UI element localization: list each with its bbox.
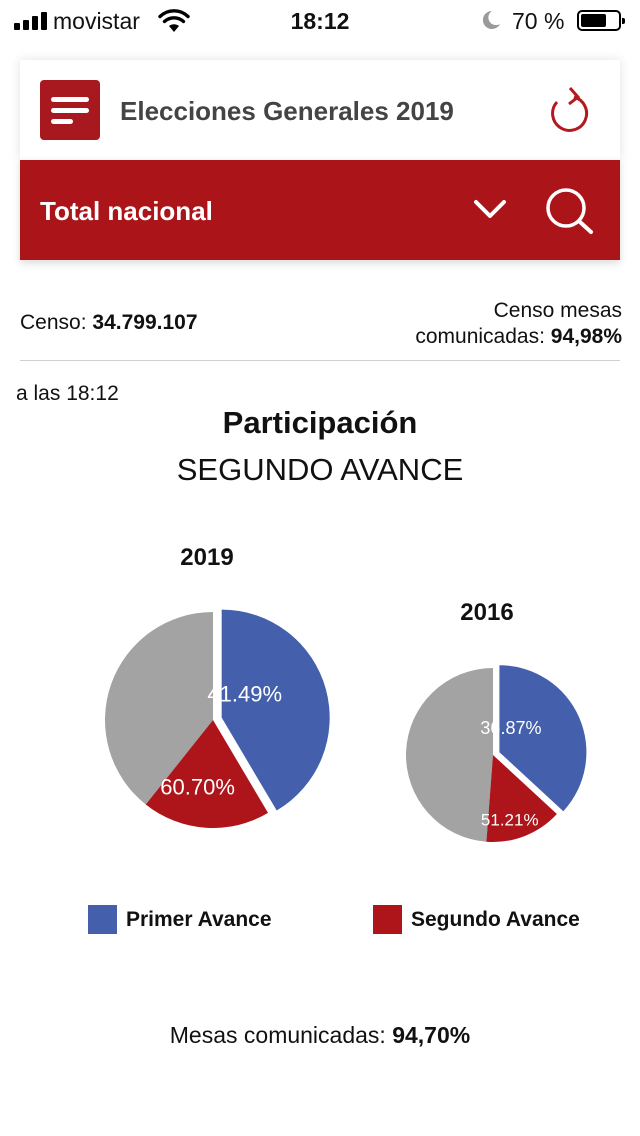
slice-remaining-2016	[406, 668, 493, 842]
page-title: Elecciones Generales 2019	[120, 96, 454, 126]
data-label-segundo-2019: 60.70%	[160, 775, 235, 800]
region-selector[interactable]: Total nacional	[20, 160, 620, 260]
menu-icon[interactable]	[40, 80, 100, 140]
legend-label-primer: Primer Avance	[126, 908, 272, 931]
region-label: Total nacional	[40, 196, 213, 226]
battery-percent: 70 %	[512, 8, 565, 34]
slice-primer-2019	[221, 609, 330, 811]
slice-remaining-2019	[104, 612, 213, 805]
participation-pie-charts: 2019 41.49% 60.70% 2016 36.87% 51.21%	[104, 544, 587, 842]
censo-value: 34.799.107	[92, 311, 198, 334]
moon-icon	[482, 10, 500, 29]
chart-subtitle: SEGUNDO AVANCE	[176, 452, 464, 487]
slice-primer-2016	[499, 665, 587, 812]
app-header: Elecciones Generales 2019	[20, 60, 620, 160]
data-label-primer-2019: 41.49%	[207, 682, 282, 707]
signal-icon	[14, 12, 48, 30]
chart-title: Participación	[222, 405, 418, 440]
refresh-icon[interactable]	[544, 82, 596, 138]
censo-mesas-label-line1: Censo mesas	[493, 299, 622, 322]
mesas-value: 94,70%	[392, 1022, 471, 1048]
legend-label-segundo: Segundo Avance	[411, 908, 580, 931]
censo-mesas-value: 94,98%	[550, 325, 622, 348]
data-label-primer-2016: 36.87%	[480, 718, 541, 738]
search-icon[interactable]	[542, 184, 598, 240]
divider	[20, 360, 620, 361]
update-time: a las 18:12	[16, 382, 119, 405]
battery-icon	[577, 10, 625, 31]
pie-year-label-2019: 2019	[180, 544, 233, 571]
legend-swatch-segundo	[373, 905, 402, 934]
censo-label: Censo:	[20, 311, 87, 334]
carrier-name: movistar	[53, 8, 140, 34]
status-bar: movistar 18:12 70 %	[0, 0, 640, 42]
pie-2016: 2016 36.87% 51.21%	[406, 599, 587, 842]
slice-segundo-2019	[145, 720, 269, 828]
clock: 18:12	[290, 8, 350, 34]
pie-year-label-2016: 2016	[460, 599, 513, 626]
chevron-down-icon[interactable]	[470, 194, 510, 224]
mesas-comunicadas: Mesas comunicadas: 94,70%	[0, 1022, 640, 1049]
pie-2019: 2019 41.49% 60.70%	[104, 544, 330, 828]
wifi-icon	[158, 9, 190, 32]
data-label-segundo-2016: 51.21%	[481, 811, 539, 830]
mesas-label: Mesas comunicadas:	[169, 1022, 386, 1048]
censo-total: Censo: 34.799.107	[20, 311, 198, 335]
legend-swatch-primer	[88, 905, 117, 934]
slice-segundo-2016	[486, 755, 557, 842]
censo-mesas-label-line2: comunicadas:	[415, 325, 545, 348]
censo-mesas-comunicadas: Censo mesas comunicadas: 94,98%	[415, 298, 622, 350]
